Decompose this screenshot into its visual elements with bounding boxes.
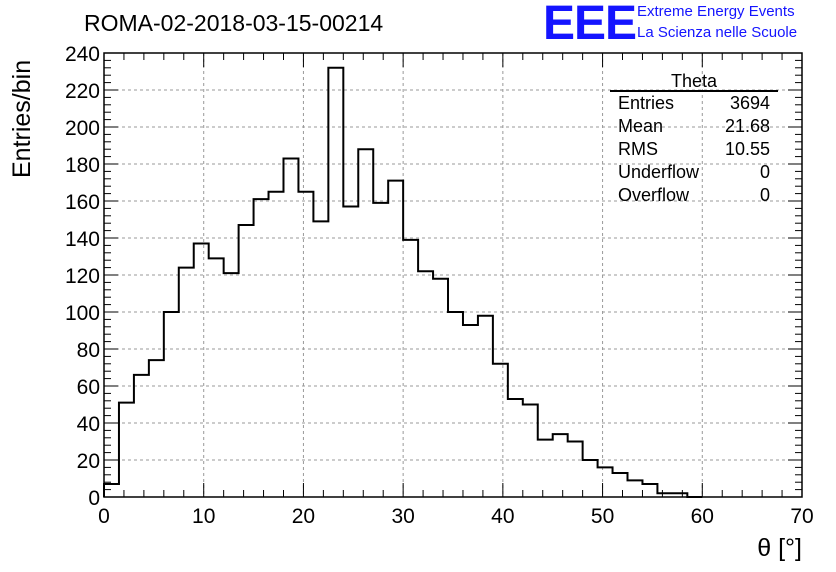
stats-value: 10.55 bbox=[724, 139, 770, 159]
y-tick-label: 160 bbox=[65, 191, 100, 214]
histogram-bin bbox=[373, 203, 388, 497]
x-tick-label: 50 bbox=[591, 505, 614, 528]
histogram-bin bbox=[164, 312, 179, 497]
stats-value: 0 bbox=[759, 162, 770, 182]
histogram-bin bbox=[493, 364, 508, 497]
stats-value: 3694 bbox=[729, 93, 770, 113]
stats-value: 0 bbox=[759, 185, 770, 205]
y-tick-label: 80 bbox=[77, 339, 100, 362]
histogram-bin bbox=[119, 403, 134, 497]
histogram-bin bbox=[628, 480, 643, 497]
y-tick-label: 180 bbox=[65, 154, 100, 177]
stats-box-title: Theta bbox=[610, 68, 778, 92]
y-tick-label: 200 bbox=[65, 117, 100, 140]
logo-line-1: Extreme Energy Events bbox=[637, 3, 795, 20]
histogram-bin bbox=[553, 434, 568, 497]
stats-row-overflow: Overflow 0 bbox=[610, 184, 778, 207]
logo-line-2: La Scienza nelle Scuole bbox=[637, 24, 798, 41]
x-tick-label: 60 bbox=[691, 505, 714, 528]
histogram-bin bbox=[269, 192, 284, 497]
stats-row-entries: Entries 3694 bbox=[610, 92, 778, 115]
eee-logo: EEE bbox=[543, 0, 637, 50]
histogram-bin bbox=[149, 360, 164, 497]
stats-box: Theta Entries 3694 Mean 21.68 RMS 10.55 … bbox=[610, 68, 778, 207]
histogram-bin bbox=[642, 484, 657, 497]
histogram-bin bbox=[283, 158, 298, 497]
histogram-bin bbox=[583, 460, 598, 497]
histogram-bin bbox=[224, 273, 239, 497]
y-tick-label: 0 bbox=[88, 487, 100, 510]
y-tick-label: 60 bbox=[77, 376, 100, 399]
x-tick-label: 40 bbox=[491, 505, 514, 528]
x-tick-label: 30 bbox=[391, 505, 414, 528]
histogram-bin bbox=[523, 405, 538, 498]
histogram-series bbox=[103, 66, 703, 498]
histogram-bin bbox=[508, 399, 523, 497]
y-tick-label: 120 bbox=[65, 265, 100, 288]
histogram-bin bbox=[613, 473, 628, 497]
y-tick-label: 240 bbox=[65, 43, 100, 66]
histogram-bin bbox=[298, 192, 313, 497]
stats-label: Entries bbox=[618, 93, 675, 113]
x-tick-label: 20 bbox=[292, 505, 315, 528]
histogram-bin bbox=[209, 258, 224, 497]
histogram-bin bbox=[598, 467, 613, 497]
histogram-bin bbox=[313, 221, 328, 497]
y-tick-label: 220 bbox=[65, 80, 100, 103]
histogram-bin bbox=[568, 442, 583, 498]
histogram-bin bbox=[343, 207, 358, 497]
histogram-bin bbox=[433, 279, 448, 497]
y-tick-label: 20 bbox=[77, 450, 100, 473]
histogram-bin bbox=[104, 484, 119, 497]
stats-label: Mean bbox=[618, 116, 664, 136]
histogram-bin bbox=[254, 199, 269, 497]
x-tick-label: 0 bbox=[98, 505, 110, 528]
histogram-bin bbox=[478, 316, 493, 497]
y-tick-label: 40 bbox=[77, 413, 100, 436]
chart-title: ROMA-02-2018-03-15-00214 bbox=[84, 10, 384, 36]
stats-row-rms: RMS 10.55 bbox=[610, 138, 778, 161]
stats-label: Overflow bbox=[618, 185, 690, 205]
stats-label: RMS bbox=[618, 139, 658, 159]
histogram-bin bbox=[538, 440, 553, 497]
y-tick-label: 140 bbox=[65, 228, 100, 251]
histogram-bin bbox=[328, 68, 343, 497]
histogram-bin bbox=[239, 225, 254, 497]
x-tick-label: 70 bbox=[790, 505, 813, 528]
histogram-bin bbox=[463, 325, 478, 497]
stats-value: 21.68 bbox=[724, 116, 770, 136]
histogram-bin bbox=[194, 244, 209, 497]
y-tick-label: 100 bbox=[65, 302, 100, 325]
histogram-bin bbox=[403, 240, 418, 497]
x-tick-label: 10 bbox=[192, 505, 215, 528]
stats-label: Underflow bbox=[618, 162, 700, 182]
histogram-bin bbox=[388, 181, 403, 497]
y-axis-label: Entries/bin bbox=[8, 59, 36, 178]
histogram-bin bbox=[134, 375, 149, 497]
histogram-bin bbox=[448, 312, 463, 497]
histogram-bin bbox=[179, 268, 194, 497]
stats-row-underflow: Underflow 0 bbox=[610, 161, 778, 184]
x-axis-label: θ [°] bbox=[757, 534, 802, 562]
histogram-bin bbox=[418, 271, 433, 497]
stats-row-mean: Mean 21.68 bbox=[610, 115, 778, 138]
